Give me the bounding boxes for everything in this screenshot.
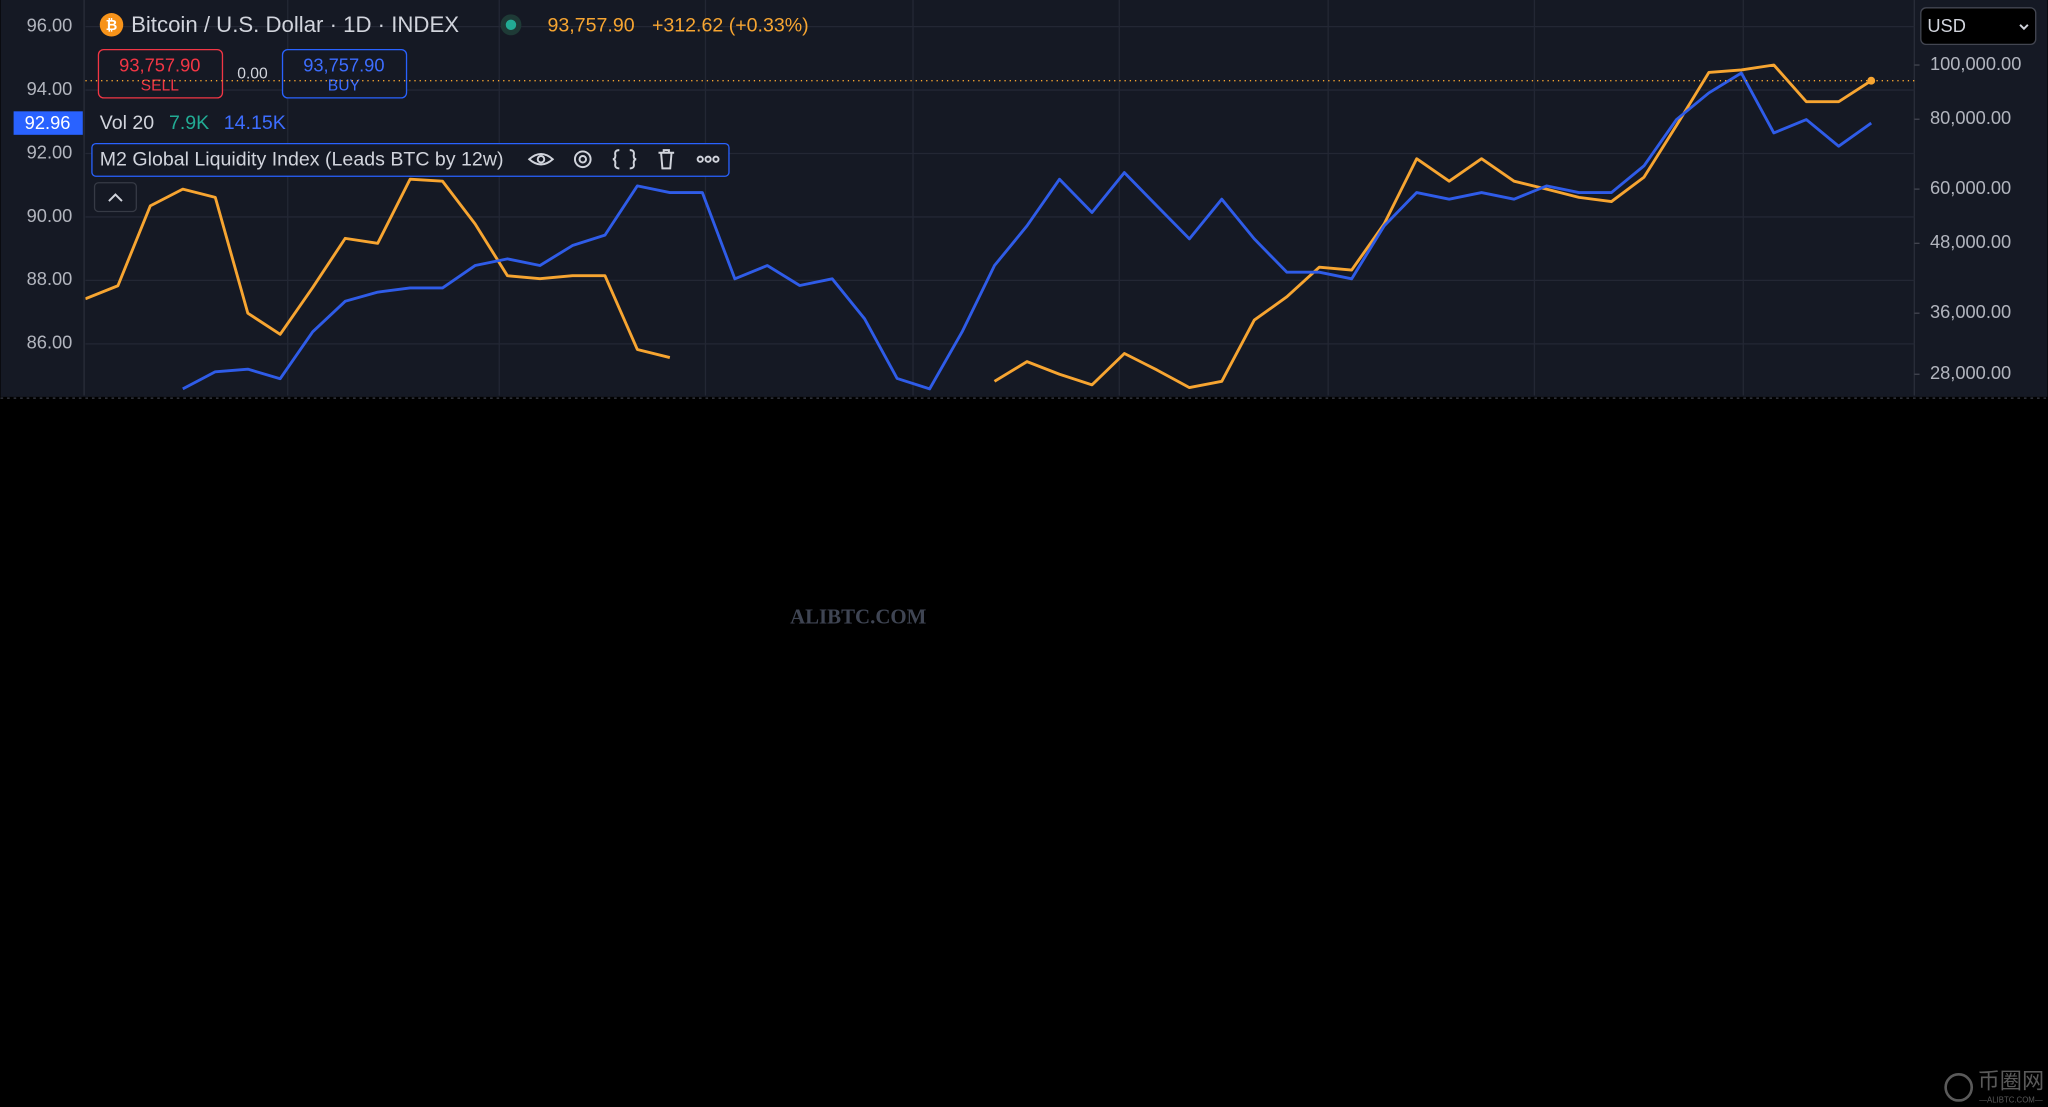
collapse-icon [108, 193, 123, 202]
y-tick-label: 88.00 [27, 268, 73, 289]
y-tick-label: 96.00 [27, 14, 73, 35]
last-value-label: 92.96 [25, 112, 71, 133]
currency: USD [1927, 15, 1966, 36]
bitcoin-icon [99, 13, 124, 37]
logo-icon [1944, 1073, 1974, 1102]
y2-tick-label: 100,000.00 [1930, 53, 2021, 74]
buy-price: 93,757.90 [303, 54, 384, 75]
watermark: ALIBTC.COM [790, 605, 927, 629]
volume-ma: 14.15K [224, 112, 286, 134]
y-tick-label: 86.00 [27, 332, 73, 353]
y-tick-label: 90.00 [27, 205, 73, 226]
y2-tick-label: 48,000.00 [1930, 231, 2011, 252]
spread: 0.00 [237, 66, 268, 83]
sell-label: SELL [141, 77, 180, 94]
indicator-legend[interactable] [91, 142, 730, 177]
market-status-dot [505, 19, 517, 31]
y-tick-label: 92.00 [27, 141, 73, 162]
price: 93,757.90 [548, 14, 635, 36]
logo-name: 币圈网 [1978, 1069, 2045, 1095]
volume-label: Vol 20 [100, 112, 155, 134]
y2-tick-label: 28,000.00 [1930, 362, 2011, 383]
series-line [85, 63, 1873, 390]
buy-button[interactable] [281, 48, 408, 99]
y2-tick-label: 36,000.00 [1930, 301, 2011, 322]
price-change: +312.62 (+0.33%) [652, 14, 809, 36]
volume-value: 7.9K [169, 112, 209, 134]
series-line [182, 71, 1873, 391]
y2-tick-label: 80,000.00 [1930, 107, 2011, 128]
logo-site: —ALIBTC.COM— [1979, 1096, 2043, 1105]
buy-label: BUY [328, 77, 361, 94]
bitcoin-icon-glyph: ₿ [106, 18, 118, 34]
sell-button[interactable] [97, 48, 224, 99]
y-tick-label: 94.00 [27, 78, 73, 99]
dropdown-chevron [2019, 24, 2029, 31]
indicator-name: M2 Global Liquidity Index (Leads BTC by … [100, 149, 504, 171]
last-value-box [13, 111, 83, 135]
y2-tick-label: 60,000.00 [1930, 177, 2011, 198]
sell-price: 93,757.90 [119, 54, 200, 75]
chart-title: Bitcoin / U.S. Dollar · 1D · INDEX [131, 12, 459, 37]
currency-dropdown[interactable] [1920, 7, 2037, 46]
collapse-button[interactable] [93, 182, 137, 213]
last-point [1867, 76, 1876, 85]
